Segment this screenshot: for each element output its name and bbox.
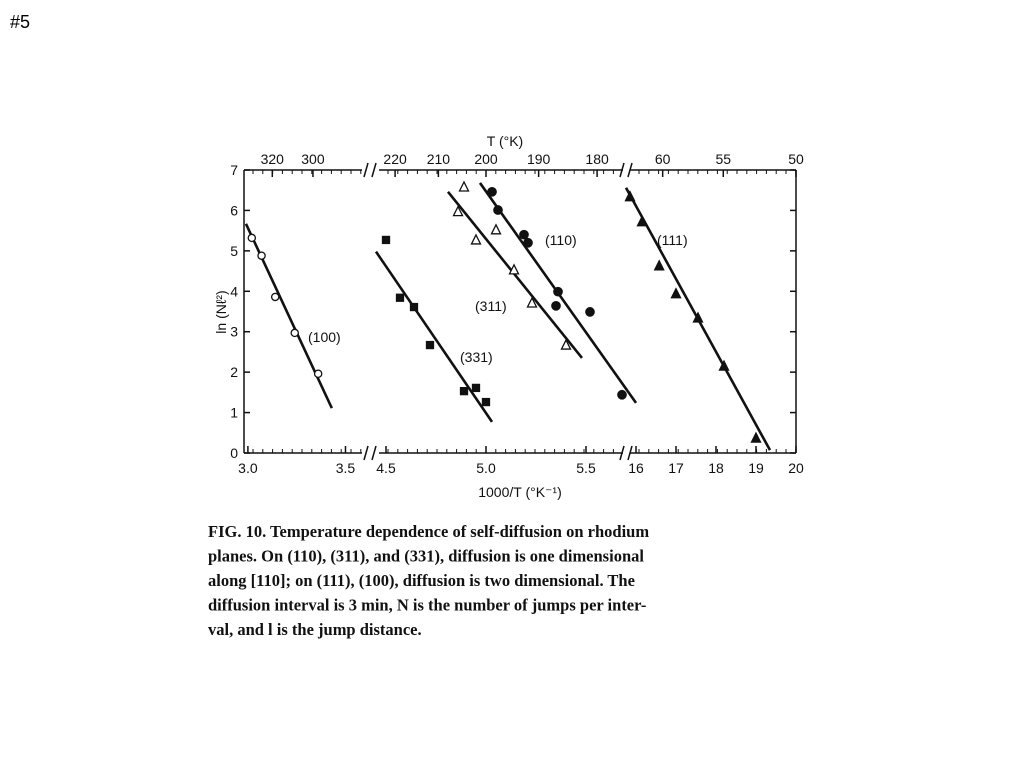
axis-break	[363, 162, 369, 178]
point	[653, 259, 665, 271]
point	[585, 307, 595, 317]
x2-tick-label: 190	[527, 151, 551, 167]
x-tick-label: 18	[708, 460, 724, 476]
y-axis-label: ln (Nℓ²)	[213, 290, 229, 333]
x2-tick-label: 60	[655, 151, 671, 167]
x-tick-label: 5.5	[576, 460, 596, 476]
x2-tick-label: 200	[474, 151, 498, 167]
y-tick-label: 0	[230, 445, 238, 461]
point	[519, 229, 529, 240]
series-label: (311)	[475, 298, 507, 314]
x2-tick-label: 300	[301, 151, 325, 167]
y-tick-label: 2	[230, 364, 238, 380]
caption-line: diffusion interval is 3 min, N is the nu…	[208, 596, 646, 615]
point	[718, 359, 730, 371]
axis-break	[619, 445, 625, 461]
caption-line: FIG. 10. Temperature dependence of self-…	[208, 522, 649, 541]
point	[670, 287, 682, 299]
series-label: (110)	[545, 232, 577, 248]
series-label: (111)	[657, 232, 688, 248]
caption-line: planes. On (110), (311), and (331), diff…	[208, 547, 644, 566]
y-tick-label: 7	[230, 162, 238, 178]
point	[313, 369, 323, 379]
x-tick-label: 20	[788, 460, 804, 476]
fit-line	[374, 250, 494, 423]
axis-break	[363, 445, 369, 461]
x-tick-label: 17	[668, 460, 684, 476]
axis-break	[371, 162, 377, 178]
point	[493, 205, 503, 215]
axis-break	[371, 445, 377, 461]
point	[257, 251, 266, 260]
y-tick-label: 6	[230, 202, 238, 218]
series-label: (100)	[308, 329, 341, 345]
axis-break	[619, 162, 625, 178]
x2-tick-label: 180	[585, 151, 609, 167]
y-tick-label: 5	[230, 243, 238, 259]
point	[617, 389, 627, 400]
point	[750, 431, 762, 443]
point	[487, 186, 497, 197]
point	[624, 190, 636, 202]
point	[526, 296, 538, 308]
point	[270, 292, 280, 302]
x2-tick-label: 210	[427, 151, 451, 167]
axis-break	[627, 162, 633, 178]
y-tick-label: 3	[230, 324, 238, 340]
point	[459, 386, 469, 396]
x-tick-label: 3.5	[336, 460, 356, 476]
point	[458, 180, 470, 192]
fit-line	[446, 191, 584, 359]
point	[553, 286, 563, 297]
point	[395, 293, 405, 302]
point	[508, 263, 520, 275]
point	[551, 300, 561, 311]
point	[490, 223, 502, 235]
point	[470, 233, 482, 245]
slide-label: #5	[10, 12, 30, 32]
x2-axis-label: T (°K)	[487, 133, 523, 149]
x-axis-label: 1000/T (°K⁻¹)	[478, 484, 562, 500]
point	[409, 302, 419, 312]
point	[523, 237, 533, 248]
x2-tick-label: 220	[383, 151, 407, 167]
x2-tick-label: 55	[715, 151, 731, 167]
point	[381, 235, 391, 245]
axis-break	[627, 445, 633, 461]
point	[692, 311, 704, 323]
x-tick-label: 5.0	[476, 460, 496, 476]
y-tick-label: 1	[230, 405, 238, 421]
point	[471, 383, 481, 393]
x-tick-label: 4.5	[376, 460, 396, 476]
point	[636, 215, 648, 227]
point	[452, 205, 464, 217]
x-tick-label: 3.0	[238, 460, 258, 476]
series-label: (331)	[460, 349, 493, 365]
x2-tick-label: 320	[261, 151, 285, 167]
y-tick-label: 4	[230, 283, 238, 299]
caption-line: along [110]; on (111), (100), diffusion …	[208, 571, 635, 590]
point	[481, 397, 491, 407]
x-tick-label: 19	[748, 460, 764, 476]
caption-line: val, and l is the jump distance.	[208, 620, 422, 639]
fit-line	[244, 223, 334, 409]
point	[290, 328, 299, 338]
point	[425, 340, 435, 350]
x-tick-label: 16	[628, 460, 644, 476]
point	[560, 338, 572, 350]
point	[247, 233, 257, 243]
x2-tick-label: 50	[788, 151, 804, 167]
